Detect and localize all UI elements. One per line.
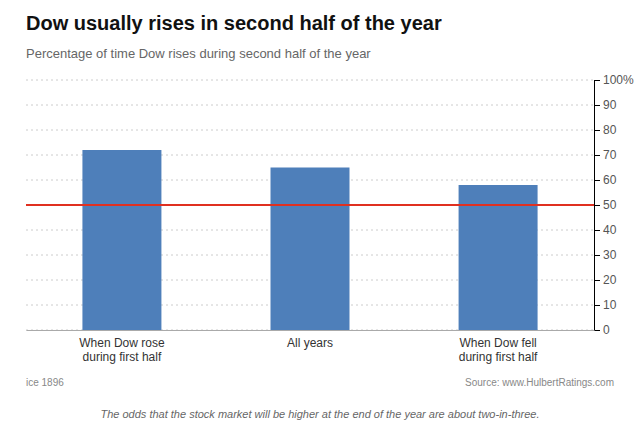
x-tick-label: When Dow fellduring first half (459, 336, 538, 364)
y-tick-label: 30 (603, 248, 617, 262)
y-tick: 10 (594, 298, 617, 312)
x-axis-line (27, 330, 595, 331)
title: Dow usually rises in second half of the … (26, 12, 442, 34)
footnote-right: Source: www.HulbertRatings.com (465, 377, 614, 388)
y-tick-mark (594, 230, 600, 231)
x-tick-label: When Dow roseduring first half (79, 336, 165, 364)
y-tick: 40 (594, 223, 617, 237)
caption: The odds that the stock market will be h… (100, 408, 539, 420)
x-tick: When Dow roseduring first half (79, 330, 165, 364)
y-tick: 30 (594, 248, 617, 262)
y-tick: 100% (594, 73, 634, 87)
grid-line (26, 80, 594, 81)
marks (26, 150, 594, 330)
x-tick-label-line: When Dow fell (459, 336, 536, 350)
y-tick-label: 80 (603, 123, 617, 137)
y-tick-mark (594, 80, 600, 81)
reference-line (26, 204, 594, 206)
y-tick-mark (594, 330, 600, 331)
y-axis: 0 10 20 30 40 50 60 70 80 90 100% (594, 73, 634, 337)
x-tick-label-line: All years (287, 336, 333, 350)
grid-line (26, 130, 594, 131)
y-tick-mark (594, 305, 600, 306)
bar (82, 150, 161, 330)
y-tick: 80 (594, 123, 617, 137)
x-tick-label-line: When Dow rose (79, 336, 165, 350)
y-tick-label: 0 (603, 323, 610, 337)
footnote-left: ice 1896 (26, 377, 64, 388)
y-tick-mark (594, 180, 600, 181)
grid-line (26, 205, 594, 206)
x-tick-label: All years (287, 336, 333, 350)
y-tick-label: 40 (603, 223, 617, 237)
x-tick-label-line: during first half (83, 350, 162, 364)
y-tick: 90 (594, 98, 617, 112)
y-tick: 0 (594, 323, 610, 337)
y-tick-mark (594, 155, 600, 156)
y-tick-label: 50 (603, 198, 617, 212)
bar (459, 185, 538, 330)
x-tick-label-line: during first half (459, 350, 538, 364)
bar (271, 168, 350, 331)
y-tick-mark (594, 205, 600, 206)
x-axis: When Dow roseduring first halfAll yearsW… (27, 330, 595, 364)
y-tick-label: 90 (603, 98, 617, 112)
y-tick: 60 (594, 173, 617, 187)
y-tick-mark (594, 280, 600, 281)
grid-line (26, 105, 594, 106)
grid (26, 80, 594, 330)
y-tick-mark (594, 130, 600, 131)
subtitle: Percentage of time Dow rises during seco… (26, 46, 371, 61)
y-axis-line (595, 81, 601, 331)
y-tick: 70 (594, 148, 617, 162)
y-tick-label: 60 (603, 173, 617, 187)
x-tick: When Dow fellduring first half (459, 330, 538, 364)
y-tick-label: 10 (603, 298, 617, 312)
y-tick: 20 (594, 273, 617, 287)
chart: Dow usually rises in second half of the … (0, 0, 640, 430)
y-tick-mark (594, 105, 600, 106)
y-tick: 50 (594, 198, 617, 212)
plot: 0102030405060708090100%When Dow roseduri… (26, 73, 634, 364)
y-tick-label: 20 (603, 273, 617, 287)
y-tick-label: 100% (603, 73, 634, 87)
y-tick-label: 70 (603, 148, 617, 162)
x-tick: All years (287, 330, 333, 350)
y-tick-mark (594, 255, 600, 256)
